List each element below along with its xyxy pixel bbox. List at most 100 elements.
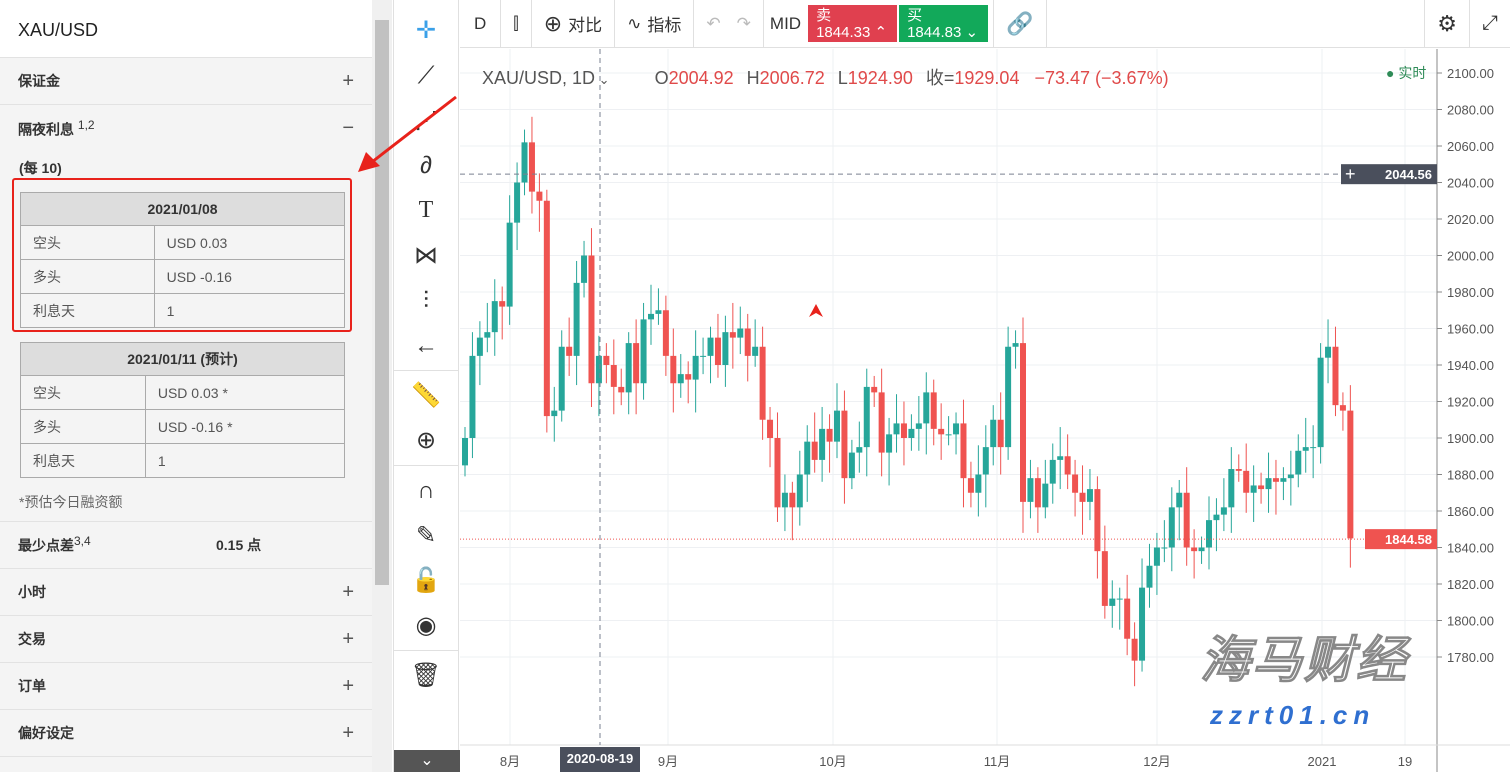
undo-icon[interactable]: ↶: [706, 13, 721, 33]
mid-label[interactable]: MID: [769, 13, 802, 33]
section-overnight[interactable]: 隔夜利息 1,2 −: [0, 105, 372, 152]
candle-body: [1042, 483, 1049, 508]
cell: USD 0.03: [153, 225, 346, 260]
crosshair-icon[interactable]: ✛: [415, 17, 437, 44]
x-tick-label: 2021: [1308, 754, 1337, 769]
brush-icon[interactable]: ∂: [420, 151, 432, 179]
chevron-down-icon[interactable]: ⌄: [394, 750, 460, 772]
y-tick-label: 1900.00: [1447, 431, 1494, 446]
candle-body: [1146, 565, 1153, 588]
plus-icon[interactable]: +: [342, 627, 354, 650]
cell: USD -0.16 *: [144, 409, 346, 444]
ohlc-legend: XAU/USD, 1D ⌄ O2004.92 H2006.72 L1924.90…: [482, 64, 1169, 90]
candle-body: [1295, 450, 1302, 475]
candle-body: [1153, 547, 1160, 566]
candle-body: [781, 492, 788, 508]
candle-body: [737, 328, 744, 338]
magnet-icon[interactable]: ∩: [417, 476, 435, 504]
fib-tool-icon[interactable]: ⋰: [414, 107, 438, 134]
candle-body: [1310, 447, 1317, 449]
prediction-icon[interactable]: ⫶: [423, 286, 429, 314]
minus-icon[interactable]: −: [342, 117, 354, 139]
candle-body: [1265, 478, 1272, 490]
candle-body: [1109, 598, 1116, 606]
section-margin[interactable]: 保证金 +: [0, 58, 372, 105]
y-tick-label: 1940.00: [1447, 358, 1494, 373]
swap-table-next: 2021/01/11 (预计) 空头 USD 0.03 * 多头 USD -0.16…: [20, 342, 346, 478]
candle-body: [990, 419, 997, 448]
price-chart[interactable]: 2100.00 2080.00 2060.00 2040.00 2020.00 2000.…: [460, 49, 1510, 772]
candle-body: [1168, 507, 1175, 548]
plus-icon[interactable]: +: [342, 69, 354, 92]
plus-icon[interactable]: +: [342, 721, 354, 744]
plus-icon[interactable]: +: [342, 580, 354, 603]
candle-body: [484, 332, 491, 338]
indicators-button[interactable]: ∿ 指标: [615, 0, 695, 47]
y-tick-label: 1780.00: [1447, 650, 1494, 665]
symbol-interval[interactable]: XAU/USD, 1D: [482, 68, 596, 88]
cell: 1: [144, 443, 346, 478]
plus-icon[interactable]: +: [342, 674, 354, 697]
min-spread-value: 0.15 点: [216, 537, 262, 553]
swap-table-today: 2021/01/08 空头 USD 0.03 多头 USD -0.16 利息天 1: [20, 192, 346, 328]
y-tick-label: 2040.00: [1447, 176, 1494, 191]
y-tick-label: 1920.00: [1447, 395, 1494, 410]
candle-body: [1317, 357, 1324, 448]
candle-body: [499, 301, 506, 307]
trend-line-icon[interactable]: ⟋: [417, 61, 435, 89]
table-row: 多头 USD -0.16 *: [20, 409, 346, 444]
settings-gear-icon[interactable]: ⚙: [1424, 0, 1470, 47]
crosshair-price-label: 2044.56: [1385, 167, 1432, 182]
lock-drawing-icon[interactable]: ✎: [415, 522, 437, 549]
x-tick-label: 9月: [658, 754, 678, 769]
section-preferences[interactable]: 偏好设定 +: [0, 710, 372, 757]
eye-icon[interactable]: ◉: [415, 612, 437, 639]
chevron-down-icon[interactable]: ⌄: [595, 72, 610, 87]
section-hours[interactable]: 小时 +: [0, 569, 372, 616]
open-value: 2004.92: [668, 68, 734, 88]
candle-type-icon[interactable]: ⫿: [501, 0, 532, 47]
section-label: 订单: [18, 678, 46, 694]
candle-body: [662, 310, 669, 356]
close-label: 收=: [925, 68, 955, 88]
fullscreen-icon[interactable]: ⤢: [1482, 12, 1498, 34]
candle-body: [1072, 474, 1079, 493]
section-trading[interactable]: 交易 +: [0, 616, 372, 663]
table-row: 空头 USD 0.03 *: [20, 375, 346, 410]
unlock-icon[interactable]: 🔓: [411, 567, 441, 594]
ruler-icon[interactable]: 📏: [411, 382, 441, 409]
candle-body: [908, 428, 915, 438]
candle-body: [1057, 456, 1064, 460]
candle-body: [491, 301, 498, 333]
section-label: 交易: [18, 631, 46, 647]
text-icon[interactable]: T: [418, 197, 434, 223]
buy-button[interactable]: 买 1844.83 ⌄: [899, 5, 989, 42]
y-tick-label: 1880.00: [1447, 468, 1494, 483]
candle-body: [677, 374, 684, 384]
sell-button[interactable]: 卖 1844.33 ⌃: [808, 5, 898, 42]
zoom-in-icon[interactable]: ⊕: [415, 427, 437, 454]
cell: 空头: [20, 225, 155, 260]
compare-button[interactable]: ⊕ 对比: [532, 0, 616, 47]
table-row: 空头 USD 0.03: [20, 225, 346, 260]
y-tick-label: 2100.00: [1447, 66, 1494, 81]
section-orders[interactable]: 订单 +: [0, 663, 372, 710]
link-icon[interactable]: 🔗: [993, 0, 1047, 47]
low-label: L: [837, 68, 848, 88]
candle-body: [588, 255, 595, 384]
drawing-toolbar: ✛ ⟋ ⋰ ∂ T ⋈ ⫶ ← 📏 ⊕ ∩ ✎ 🔓 ◉ 🗑 ⌄: [393, 0, 460, 772]
cell: 利息天: [20, 443, 146, 478]
trash-icon[interactable]: 🗑: [410, 662, 442, 689]
y-tick-label: 2020.00: [1447, 212, 1494, 227]
watermark-logo: 海马财经: [1200, 632, 1408, 689]
crosshair-date-label: 2020-08-19: [567, 751, 634, 766]
back-arrow-icon[interactable]: ←: [414, 331, 438, 359]
scrollbar-thumb[interactable]: [375, 20, 389, 585]
y-tick-label: 2060.00: [1447, 139, 1494, 154]
panel-scrollbar[interactable]: [372, 0, 392, 772]
pattern-icon[interactable]: ⋈: [414, 242, 438, 269]
redo-icon[interactable]: ↷: [736, 13, 751, 33]
interval-button[interactable]: D: [460, 0, 502, 47]
candle-body: [848, 452, 855, 479]
live-indicator: ● 实时: [1386, 65, 1427, 81]
